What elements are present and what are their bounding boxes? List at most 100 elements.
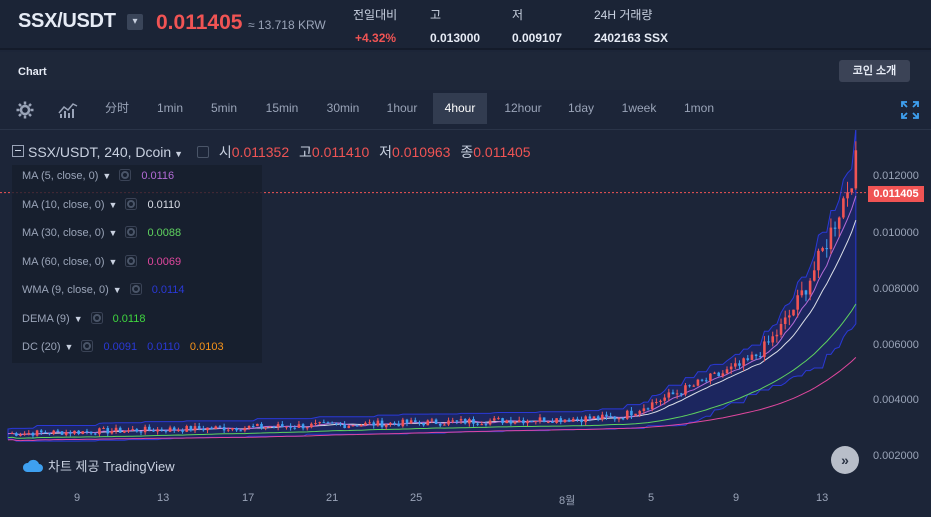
y-tick-label: 0.008000 <box>873 283 919 295</box>
candle-body <box>609 416 612 418</box>
candle-body <box>39 430 43 433</box>
indicator-dropdown-icon[interactable]: ▼ <box>108 256 118 267</box>
candle-body <box>605 414 608 417</box>
indicator-dropdown-icon[interactable]: ▼ <box>64 342 74 352</box>
indicator-dropdown-icon[interactable]: ▼ <box>73 313 83 324</box>
candlestick-chart[interactable] <box>0 130 931 517</box>
indicator-value: 0.0069 <box>147 255 182 268</box>
pair-dropdown-icon[interactable]: ▾ <box>127 14 143 30</box>
candle-body <box>231 428 234 430</box>
x-tick-label: 17 <box>242 492 255 504</box>
scroll-to-realtime-button[interactable]: » <box>831 446 859 474</box>
candle-body <box>314 422 317 424</box>
candle-body <box>638 411 642 414</box>
candle-body <box>143 426 147 433</box>
indicator-settings-icon[interactable] <box>129 283 142 295</box>
timeframe-1mon[interactable]: 1mon <box>683 101 715 115</box>
candle-body <box>846 192 849 199</box>
candle-body <box>106 428 110 434</box>
indicator-row[interactable]: MA (30, close, 0) ▼ 0.0088 <box>22 226 189 239</box>
timeframe-1min[interactable]: 1min <box>156 101 183 115</box>
indicator-value: 0.0110 <box>147 341 180 353</box>
candle-body <box>131 429 134 431</box>
candle-body <box>393 422 396 424</box>
fullscreen-icon[interactable] <box>900 100 920 120</box>
candle-body <box>156 429 159 432</box>
indicator-row[interactable]: DEMA (9) ▼ 0.0118 <box>22 311 153 325</box>
candle-body <box>10 433 14 435</box>
settings-gear-icon[interactable] <box>16 101 34 119</box>
candle-body <box>567 419 571 422</box>
candle-body <box>197 426 201 429</box>
indicator-row[interactable]: WMA (9, close, 0) ▼ 0.0114 <box>22 283 193 296</box>
candle-body <box>355 425 359 427</box>
indicators-icon[interactable] <box>58 101 78 118</box>
candle-body <box>522 420 525 424</box>
candle-body <box>783 317 787 324</box>
stat-value: 2402163 SSX <box>594 31 669 45</box>
symbol-dropdown-icon[interactable]: ▼ <box>174 149 184 159</box>
timeframe-15min[interactable]: 15min <box>265 101 299 115</box>
timeframe-1hour[interactable]: 1hour <box>386 101 418 115</box>
candle-body <box>401 419 405 427</box>
timeframe-fenshi[interactable]: 分时 <box>104 101 129 115</box>
timeframe-30min[interactable]: 30min <box>326 101 360 115</box>
indicator-settings-icon[interactable] <box>90 311 103 324</box>
symbol-title[interactable]: SSX/USDT, 240, Dcoin <box>28 144 172 160</box>
candle-body <box>359 425 363 427</box>
indicator-row[interactable]: DC (20) ▼ 0.0091 0.0110 0.0103 <box>22 340 232 353</box>
candle-body <box>767 341 770 343</box>
candle-body <box>825 248 829 250</box>
x-tick-label: 9 <box>74 492 81 504</box>
indicator-settings-icon[interactable] <box>125 226 138 238</box>
candle-body <box>318 422 322 424</box>
candle-body <box>621 418 625 420</box>
candle-body <box>339 423 342 425</box>
coin-intro-button[interactable]: 코인 소개 <box>839 60 910 82</box>
indicator-dropdown-icon[interactable]: ▼ <box>108 228 118 238</box>
candle-body <box>218 426 222 428</box>
candle-body <box>468 419 471 424</box>
x-tick-label: 5 <box>648 492 655 504</box>
candle-body <box>817 250 820 271</box>
indicator-dropdown-icon[interactable]: ▼ <box>112 285 122 295</box>
candle-body <box>584 416 587 423</box>
indicator-settings-icon[interactable] <box>125 254 138 267</box>
candle-body <box>630 410 633 416</box>
candle-body <box>709 373 712 381</box>
timeframe-5min[interactable]: 5min <box>210 101 237 115</box>
candle-body <box>48 433 51 435</box>
indicator-settings-icon[interactable] <box>81 340 94 352</box>
timeframe-1day[interactable]: 1day <box>567 101 595 115</box>
settings-icon[interactable] <box>196 146 209 158</box>
indicator-settings-icon[interactable] <box>125 197 138 210</box>
indicator-name: MA (60, close, 0) <box>22 255 105 268</box>
indicator-dropdown-icon[interactable]: ▼ <box>108 199 118 210</box>
candle-body <box>139 431 143 433</box>
stat-label: 전일대비 <box>353 8 398 22</box>
stat-label: 고 <box>430 8 442 22</box>
candle-body <box>754 354 758 357</box>
candle-body <box>580 419 583 423</box>
high-value: 0.011410 <box>311 144 370 160</box>
indicator-row[interactable]: MA (10, close, 0) ▼ 0.0110 <box>22 197 188 211</box>
indicator-row[interactable]: MA (5, close, 0) ▼ 0.0116 <box>22 169 182 182</box>
indicator-settings-icon[interactable] <box>119 169 132 181</box>
collapse-icon[interactable] <box>12 145 24 157</box>
low-label: 저 <box>379 144 393 160</box>
indicator-dropdown-icon[interactable]: ▼ <box>102 171 112 181</box>
tradingview-watermark[interactable]: 차트 제공 TradingView <box>22 456 175 475</box>
candle-body <box>168 427 172 432</box>
high-label: 고 <box>299 144 312 160</box>
timeframe-12hour[interactable]: 12hour <box>504 101 542 115</box>
indicator-name: WMA (9, close, 0) <box>22 284 109 296</box>
timeframe-1week[interactable]: 1week <box>621 101 657 115</box>
candle-body <box>372 422 376 426</box>
candle-body <box>613 416 617 420</box>
indicator-row[interactable]: MA (60, close, 0) ▼ 0.0069 <box>22 254 189 268</box>
candle-body <box>646 408 650 410</box>
timeframe-4hour[interactable]: 4hour <box>433 93 487 124</box>
candle-body <box>563 419 567 423</box>
candle-body <box>513 421 517 424</box>
indicator-value: 0.0088 <box>147 227 182 239</box>
